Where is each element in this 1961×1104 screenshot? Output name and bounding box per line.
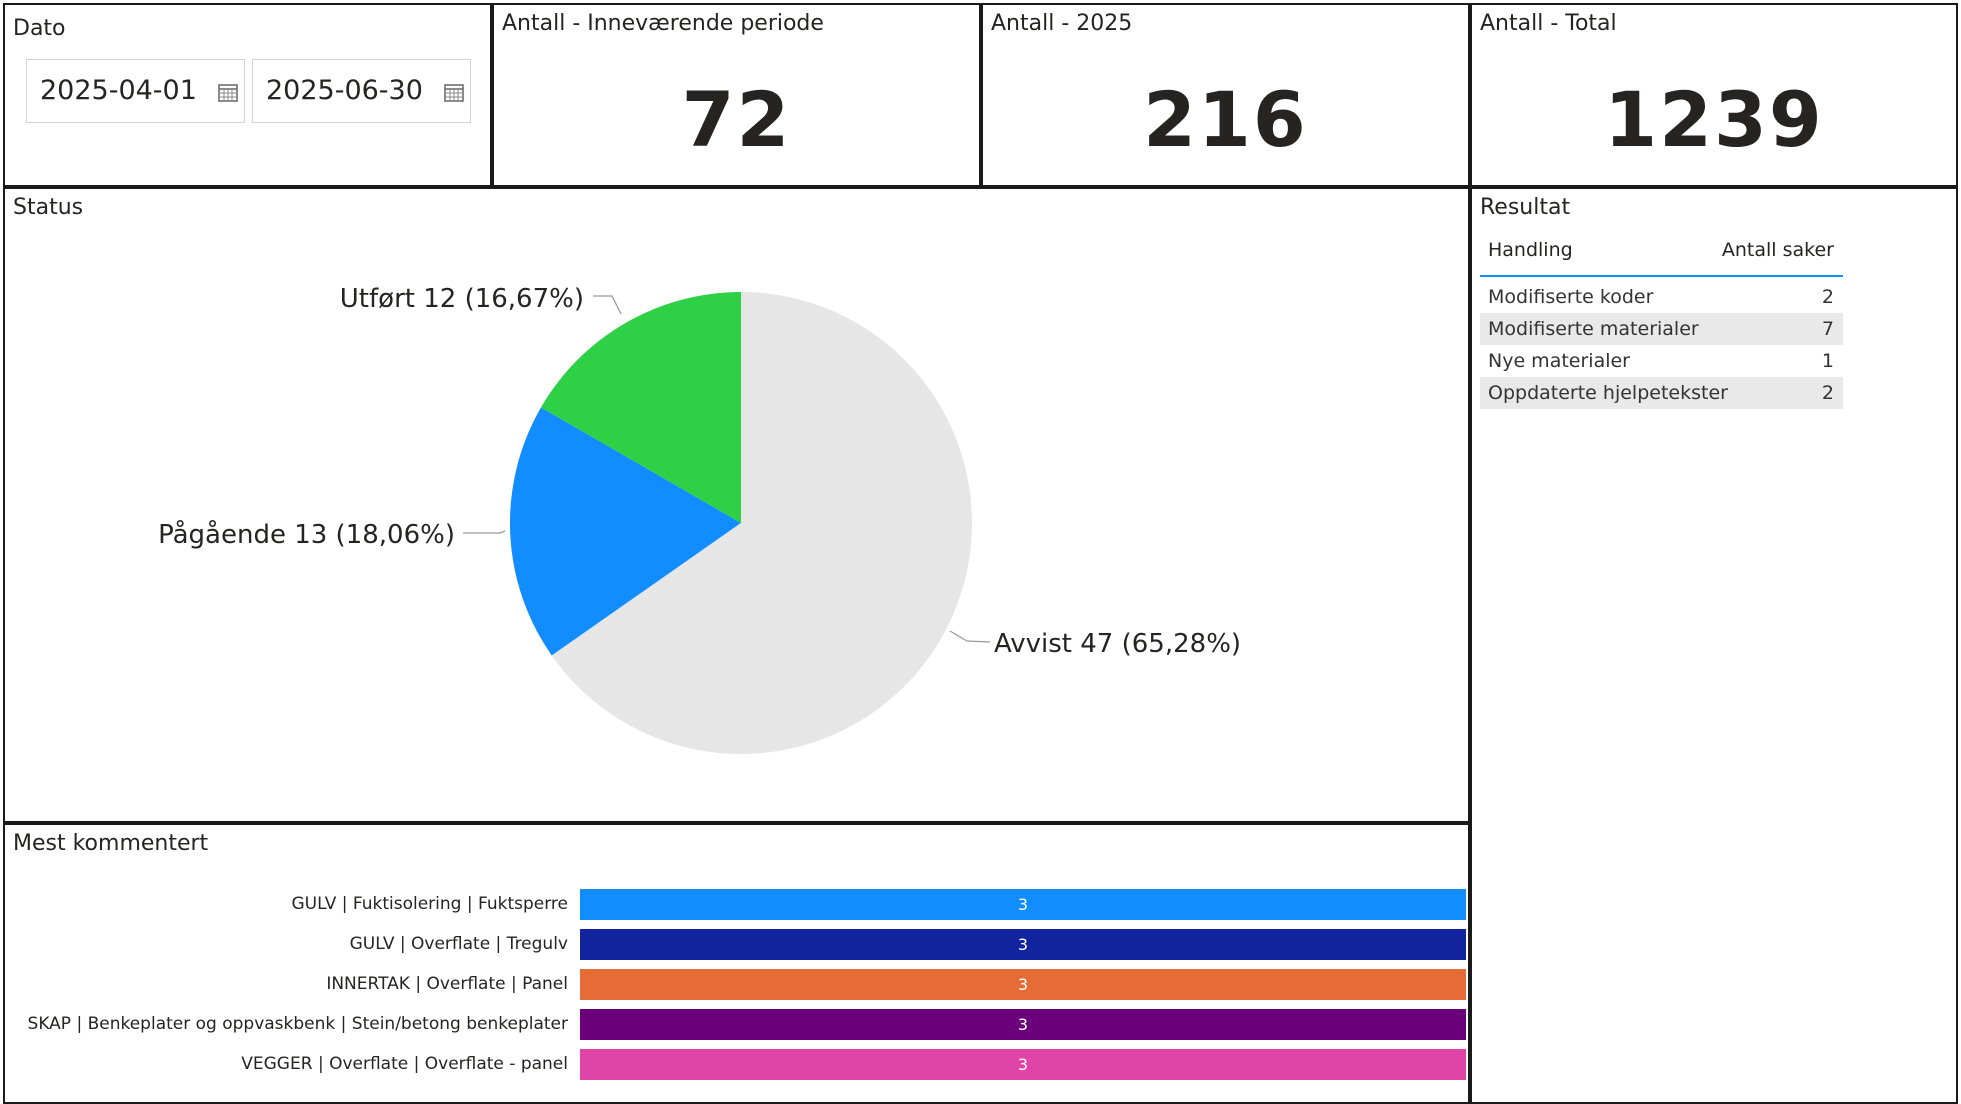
- header-antall-saker[interactable]: Antall saker: [1721, 239, 1834, 261]
- date-slicer-panel: Dato 2025-04-01 2025-06-30: [3, 3, 492, 187]
- resultat-table: Handling Antall saker Modifiserte koder …: [1480, 229, 1843, 409]
- date-slicer-title: Dato: [13, 16, 66, 41]
- kpi-title: Antall - Inneværende periode: [502, 11, 824, 36]
- start-date-value: 2025-04-01: [40, 75, 197, 106]
- kpi-value: 216: [1143, 75, 1308, 164]
- bar-category-label: VEGGER | Overflate | Overflate - panel: [241, 1054, 568, 1074]
- pie-slice-avvist[interactable]: [551, 292, 972, 754]
- calendar-icon[interactable]: [444, 82, 464, 102]
- kpi-value: 1239: [1604, 75, 1824, 164]
- start-date-input[interactable]: 2025-04-01: [26, 59, 245, 123]
- resultat-panel: Resultat Handling Antall saker Modifiser…: [1470, 187, 1958, 1104]
- table-row[interactable]: Modifiserte materialer 7: [1480, 313, 1843, 345]
- mest-kommentert-bar-chart: GULV | Fuktisolering | Fuktsperre 3 GULV |…: [5, 825, 1468, 1102]
- cell-handling: Modifiserte koder: [1488, 286, 1654, 308]
- kpi-value: 72: [681, 75, 792, 164]
- kpi-title: Antall - Total: [1480, 11, 1617, 36]
- cell-antall: 7: [1821, 318, 1834, 340]
- bar[interactable]: 3: [580, 1049, 1466, 1080]
- table-header: Handling Antall saker: [1480, 229, 1843, 277]
- cell-handling: Modifiserte materialer: [1488, 318, 1699, 340]
- bar-data-label: 3: [1017, 1015, 1029, 1034]
- bar-category-label: INNERTAK | Overflate | Panel: [326, 974, 568, 994]
- status-pie-chart: Utført 12 (16,67%) Pågående 13 (18,06%) …: [158, 284, 1241, 754]
- pie-slice-utfort[interactable]: [540, 292, 741, 523]
- cell-antall: 1: [1821, 350, 1834, 372]
- end-date-input[interactable]: 2025-06-30: [252, 59, 471, 123]
- utfort-leader-line: [593, 295, 622, 315]
- cell-handling: Nye materialer: [1488, 350, 1630, 372]
- header-handling[interactable]: Handling: [1488, 239, 1573, 261]
- bar-category-label: GULV | Overflate | Tregulv: [349, 934, 568, 954]
- cell-antall: 2: [1821, 382, 1834, 404]
- calendar-icon[interactable]: [218, 82, 238, 102]
- mest-kommentert-title: Mest kommentert: [13, 831, 209, 856]
- utfort-data-label: Utført 12 (16,67%): [340, 284, 584, 314]
- table-row[interactable]: Nye materialer 1: [1480, 345, 1843, 377]
- avvist-data-label: Avvist 47 (65,28%): [994, 629, 1241, 659]
- table-row[interactable]: Oppdaterte hjelpetekster 2: [1480, 377, 1843, 409]
- cell-antall: 2: [1821, 286, 1834, 308]
- mest-kommentert-panel: Mest kommentert GULV | Fuktisolering | F…: [3, 823, 1470, 1104]
- kpi-card-current-period: Antall - Inneværende periode 72: [492, 3, 981, 187]
- kpi-card-total: Antall - Total 1239: [1470, 3, 1958, 187]
- kpi-card-2025: Antall - 2025 216: [981, 3, 1470, 187]
- bar-data-label: 3: [1017, 975, 1029, 994]
- kpi-title: Antall - 2025: [991, 11, 1133, 36]
- bar[interactable]: 3: [580, 929, 1466, 960]
- avvist-leader-line: [949, 630, 991, 643]
- bar[interactable]: 3: [580, 889, 1466, 920]
- bar-data-label: 3: [1017, 1055, 1029, 1074]
- resultat-title: Resultat: [1480, 195, 1571, 220]
- bar[interactable]: 3: [580, 1009, 1466, 1040]
- table-row[interactable]: Modifiserte koder 2: [1480, 281, 1843, 313]
- bar-category-label: SKAP | Benkeplater og oppvaskbenk | Stei…: [27, 1014, 568, 1034]
- status-panel: Status Utført 12 (16,67%) Pågående 13 (1…: [3, 187, 1470, 823]
- end-date-value: 2025-06-30: [266, 75, 423, 106]
- status-title: Status: [13, 195, 84, 220]
- bar[interactable]: 3: [580, 969, 1466, 1000]
- pie-slice-pagaende[interactable]: [509, 407, 741, 656]
- pagaende-leader-line: [463, 530, 506, 534]
- bar-data-label: 3: [1017, 895, 1029, 914]
- bar-data-label: 3: [1017, 935, 1029, 954]
- cell-handling: Oppdaterte hjelpetekster: [1488, 382, 1728, 404]
- bar-category-label: GULV | Fuktisolering | Fuktsperre: [291, 894, 569, 914]
- pagaende-data-label: Pågående 13 (18,06%): [158, 519, 455, 550]
